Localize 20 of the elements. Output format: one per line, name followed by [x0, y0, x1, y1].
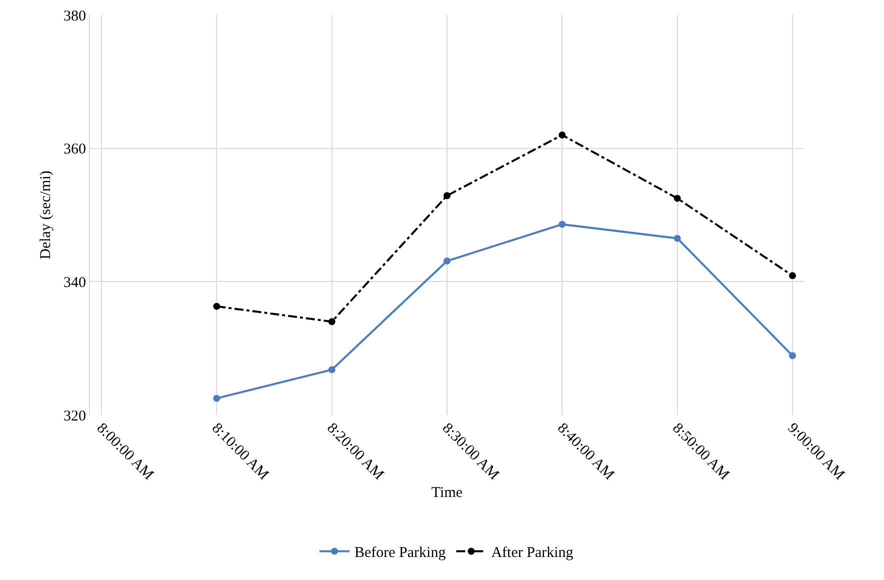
y-tick-label: 320	[64, 408, 86, 424]
y-tick-label: 360	[64, 142, 86, 158]
point	[213, 302, 220, 310]
point	[674, 194, 681, 202]
point	[328, 366, 336, 374]
point	[558, 132, 566, 138]
legend-label: Before Parking	[354, 545, 446, 562]
x-axis-title: Time	[431, 485, 463, 502]
point	[328, 318, 336, 326]
legend-label: After Parking	[491, 545, 574, 562]
point	[558, 220, 566, 228]
point	[213, 394, 220, 402]
point	[788, 272, 796, 280]
point	[788, 352, 796, 360]
y-tick-label: 380	[64, 8, 86, 24]
point	[444, 192, 450, 200]
y-tick-label: 340	[64, 274, 86, 291]
point	[444, 258, 450, 264]
point	[674, 234, 681, 242]
y-axis-title: Delay (sec/mi)	[38, 170, 54, 260]
